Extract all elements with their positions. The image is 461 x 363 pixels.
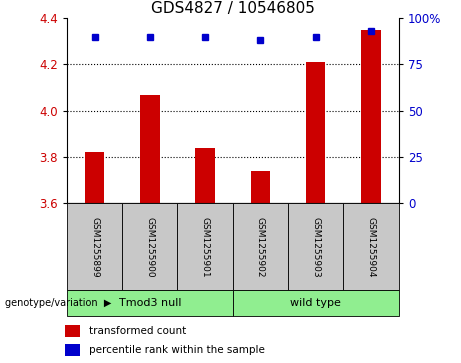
Bar [361, 30, 381, 203]
Text: GSM1255899: GSM1255899 [90, 216, 99, 277]
Text: transformed count: transformed count [89, 326, 186, 336]
Bar [343, 203, 399, 290]
Bar [288, 203, 343, 290]
Text: GSM1255902: GSM1255902 [256, 217, 265, 277]
Text: GSM1255903: GSM1255903 [311, 216, 320, 277]
Bar [122, 203, 177, 290]
Bar [251, 171, 270, 203]
Bar [233, 203, 288, 290]
Text: genotype/variation  ▶: genotype/variation ▶ [5, 298, 111, 308]
Title: GDS4827 / 10546805: GDS4827 / 10546805 [151, 1, 315, 16]
Text: wild type: wild type [290, 298, 341, 308]
Bar [67, 203, 122, 290]
Bar [67, 290, 233, 316]
Bar [195, 148, 215, 203]
Text: percentile rank within the sample: percentile rank within the sample [89, 345, 265, 355]
Bar [85, 152, 104, 203]
Bar [65, 344, 80, 356]
Text: Tmod3 null: Tmod3 null [118, 298, 181, 308]
Bar [177, 203, 233, 290]
Text: GSM1255904: GSM1255904 [366, 217, 376, 277]
Bar [65, 325, 80, 337]
Bar [140, 94, 160, 203]
Text: GSM1255900: GSM1255900 [145, 216, 154, 277]
Bar [306, 62, 325, 203]
Bar [233, 290, 399, 316]
Text: GSM1255901: GSM1255901 [201, 216, 210, 277]
